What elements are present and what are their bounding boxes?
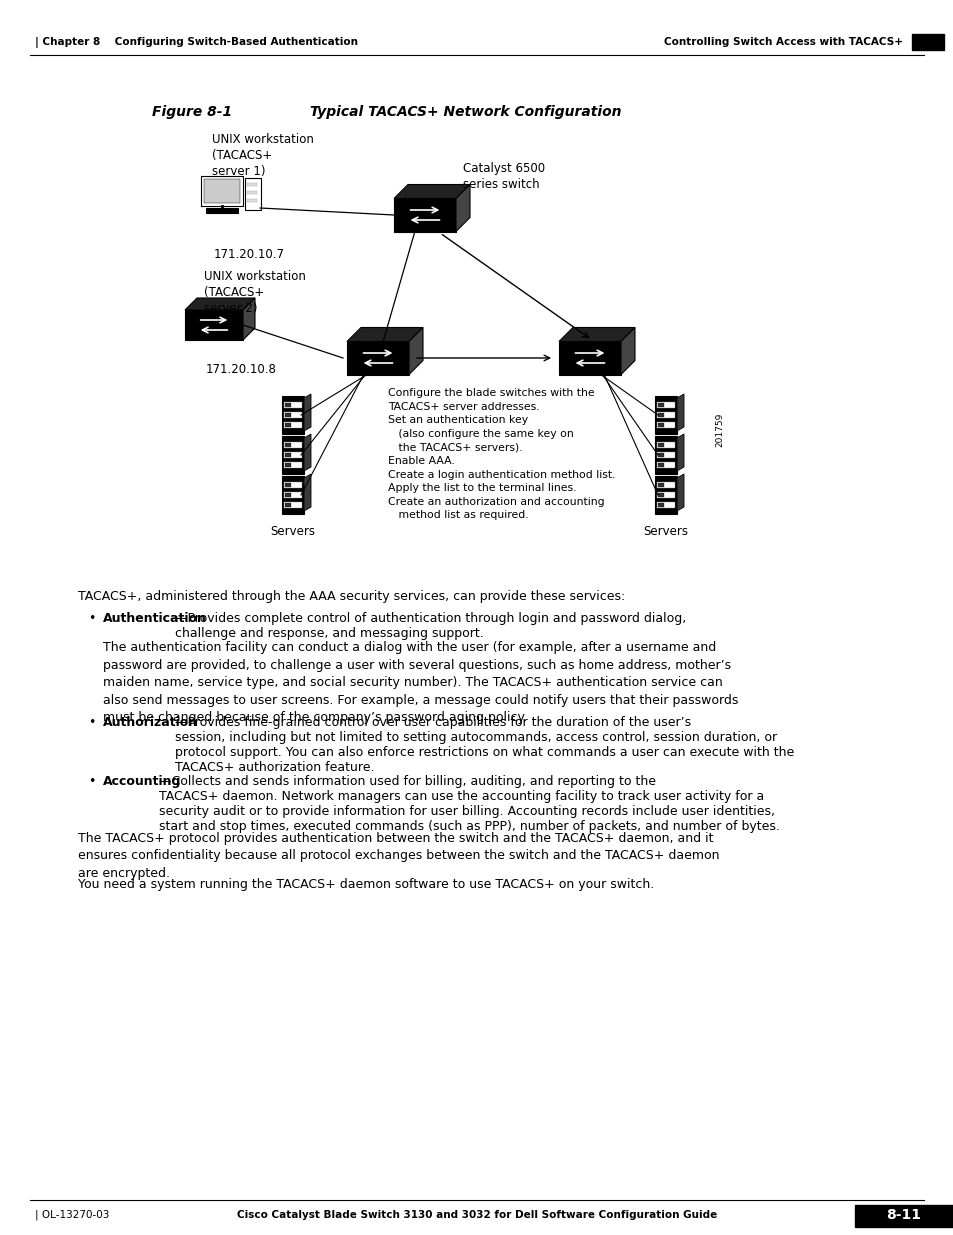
Text: You need a system running the TACACS+ daemon software to use TACACS+ on your swi: You need a system running the TACACS+ da… — [78, 878, 654, 890]
Bar — [657, 442, 675, 448]
Text: •: • — [88, 716, 95, 729]
Polygon shape — [677, 474, 683, 511]
Text: 171.20.10.7: 171.20.10.7 — [213, 248, 285, 261]
Bar — [204, 179, 240, 203]
Text: | Chapter 8    Configuring Switch-Based Authentication: | Chapter 8 Configuring Switch-Based Aut… — [35, 37, 357, 47]
Text: •: • — [88, 776, 95, 788]
Text: Accounting: Accounting — [103, 776, 181, 788]
Bar — [655, 475, 677, 514]
Text: Cisco Catalyst Blade Switch 3130 and 3032 for Dell Software Configuration Guide: Cisco Catalyst Blade Switch 3130 and 303… — [236, 1210, 717, 1220]
Bar — [245, 178, 261, 210]
Bar — [282, 475, 304, 514]
Bar — [284, 482, 302, 488]
Text: 171.20.10.8: 171.20.10.8 — [206, 363, 276, 375]
Polygon shape — [677, 394, 683, 431]
Polygon shape — [558, 327, 635, 342]
Polygon shape — [620, 327, 635, 374]
Bar — [247, 199, 256, 203]
Bar — [284, 462, 302, 468]
Bar — [284, 442, 302, 448]
Bar — [658, 483, 663, 487]
Bar — [284, 452, 302, 458]
Polygon shape — [304, 394, 311, 431]
Bar — [285, 443, 291, 447]
Text: 8-11: 8-11 — [885, 1208, 921, 1221]
Bar — [285, 403, 291, 408]
Text: Servers: Servers — [643, 525, 688, 538]
Polygon shape — [347, 327, 422, 342]
Bar — [285, 463, 291, 467]
Bar — [284, 492, 302, 498]
Text: —Collects and sends information used for billing, auditing, and reporting to the: —Collects and sends information used for… — [159, 776, 779, 832]
Bar — [657, 482, 675, 488]
Bar — [657, 452, 675, 458]
Bar — [282, 396, 304, 433]
Bar — [247, 191, 256, 194]
Bar — [247, 183, 256, 186]
Polygon shape — [185, 298, 254, 310]
Bar — [657, 422, 675, 429]
Bar — [658, 463, 663, 467]
Bar — [658, 453, 663, 457]
Bar — [854, 1205, 953, 1228]
Text: •: • — [88, 613, 95, 625]
Bar — [655, 396, 677, 433]
Bar — [285, 453, 291, 457]
Text: UNIX workstation
(TACACS+
server 2): UNIX workstation (TACACS+ server 2) — [204, 270, 306, 315]
Bar — [657, 492, 675, 498]
Bar — [285, 503, 291, 508]
Text: UNIX workstation
(TACACS+
server 1): UNIX workstation (TACACS+ server 1) — [212, 133, 314, 178]
Bar — [658, 443, 663, 447]
Bar — [657, 501, 675, 508]
Bar — [284, 501, 302, 508]
Bar — [911, 35, 943, 49]
Text: Typical TACACS+ Network Configuration: Typical TACACS+ Network Configuration — [310, 105, 620, 119]
Bar — [558, 342, 620, 374]
Polygon shape — [456, 184, 470, 231]
Text: Controlling Switch Access with TACACS+: Controlling Switch Access with TACACS+ — [663, 37, 909, 47]
Bar — [658, 503, 663, 508]
Polygon shape — [304, 474, 311, 511]
Text: TACACS+, administered through the AAA security services, can provide these servi: TACACS+, administered through the AAA se… — [78, 590, 624, 603]
Text: —Provides fine-grained control over user capabilities for the duration of the us: —Provides fine-grained control over user… — [174, 716, 794, 774]
Bar — [658, 412, 663, 417]
Text: Authorization: Authorization — [103, 716, 198, 729]
Bar — [201, 177, 243, 206]
Text: Servers: Servers — [271, 525, 315, 538]
Text: The authentication facility can conduct a dialog with the user (for example, aft: The authentication facility can conduct … — [103, 641, 738, 724]
Text: Configure the blade switches with the
TACACS+ server addresses.
Set an authentic: Configure the blade switches with the TA… — [388, 388, 615, 520]
Bar — [658, 403, 663, 408]
Bar — [285, 483, 291, 487]
Bar — [285, 412, 291, 417]
Bar — [657, 462, 675, 468]
Bar — [657, 412, 675, 417]
Bar — [394, 199, 456, 231]
Bar — [284, 422, 302, 429]
Bar — [284, 403, 302, 408]
Text: 201759: 201759 — [715, 412, 723, 447]
Bar — [285, 493, 291, 496]
Polygon shape — [394, 184, 470, 199]
Bar — [658, 424, 663, 427]
Text: Figure 8-1: Figure 8-1 — [152, 105, 232, 119]
Text: —Provides complete control of authentication through login and password dialog,
: —Provides complete control of authentica… — [174, 613, 685, 640]
Text: Catalyst 6500
series switch: Catalyst 6500 series switch — [462, 162, 544, 191]
Text: | OL-13270-03: | OL-13270-03 — [35, 1210, 110, 1220]
Text: Authentication: Authentication — [103, 613, 207, 625]
Bar — [658, 493, 663, 496]
Polygon shape — [243, 298, 254, 340]
Bar — [285, 424, 291, 427]
Bar — [206, 207, 237, 212]
Bar — [282, 436, 304, 474]
Bar — [655, 436, 677, 474]
Bar — [347, 342, 409, 374]
Bar — [185, 310, 243, 340]
Polygon shape — [304, 433, 311, 471]
Text: The TACACS+ protocol provides authentication between the switch and the TACACS+ : The TACACS+ protocol provides authentica… — [78, 832, 719, 881]
Bar — [284, 412, 302, 417]
Polygon shape — [409, 327, 422, 374]
Polygon shape — [677, 433, 683, 471]
Bar — [657, 403, 675, 408]
